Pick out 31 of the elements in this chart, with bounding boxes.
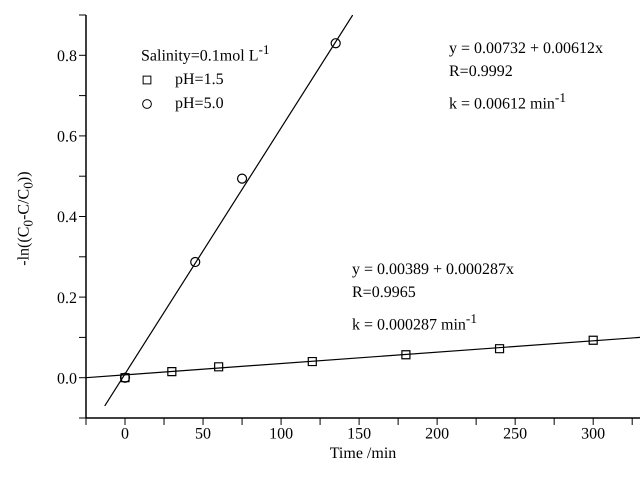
point: [214, 362, 224, 372]
y-tick-label: 0.6: [57, 128, 77, 146]
point: [167, 367, 176, 376]
x-tick-label: 150: [347, 425, 372, 442]
legend-label: pH=1.5: [175, 70, 224, 90]
y-tick-label: 0.8: [57, 48, 77, 65]
y-tick-label: 0.0: [57, 370, 77, 388]
annotation: y = 0.00732 + 0.00612x: [449, 40, 604, 58]
legend-label: pH=5.0: [175, 94, 224, 114]
x-axis-title: Time /min: [328, 445, 398, 463]
x-tick-label: 100: [269, 425, 294, 442]
point: [494, 344, 504, 354]
x-tick-label: 50: [195, 425, 212, 442]
y-tick-label: 0.2: [57, 290, 77, 307]
point: [330, 38, 341, 48]
annotation: R=0.9965: [352, 284, 416, 302]
point: [401, 350, 411, 360]
x-tick-label: 300: [581, 425, 606, 442]
point: [190, 256, 200, 268]
point: [236, 174, 248, 184]
annotation: k = 0.000287 min$^{-1}$: [352, 311, 478, 334]
annotation: k = 0.00612 min$^{-1}$: [449, 90, 566, 114]
x-tick-label: 0: [121, 425, 130, 442]
annotation: y = 0.00389 + 0.000287x: [352, 261, 514, 279]
y-tick-label: 0.4: [57, 209, 77, 226]
point: [588, 336, 598, 345]
point: [308, 356, 317, 366]
x-tick-label: 200: [425, 425, 450, 442]
annotation: R=0.9992: [449, 63, 513, 81]
legend-title: Salinity=0.1mol L$^{-1}$: [141, 41, 270, 66]
x-tick-label: 250: [503, 425, 528, 442]
